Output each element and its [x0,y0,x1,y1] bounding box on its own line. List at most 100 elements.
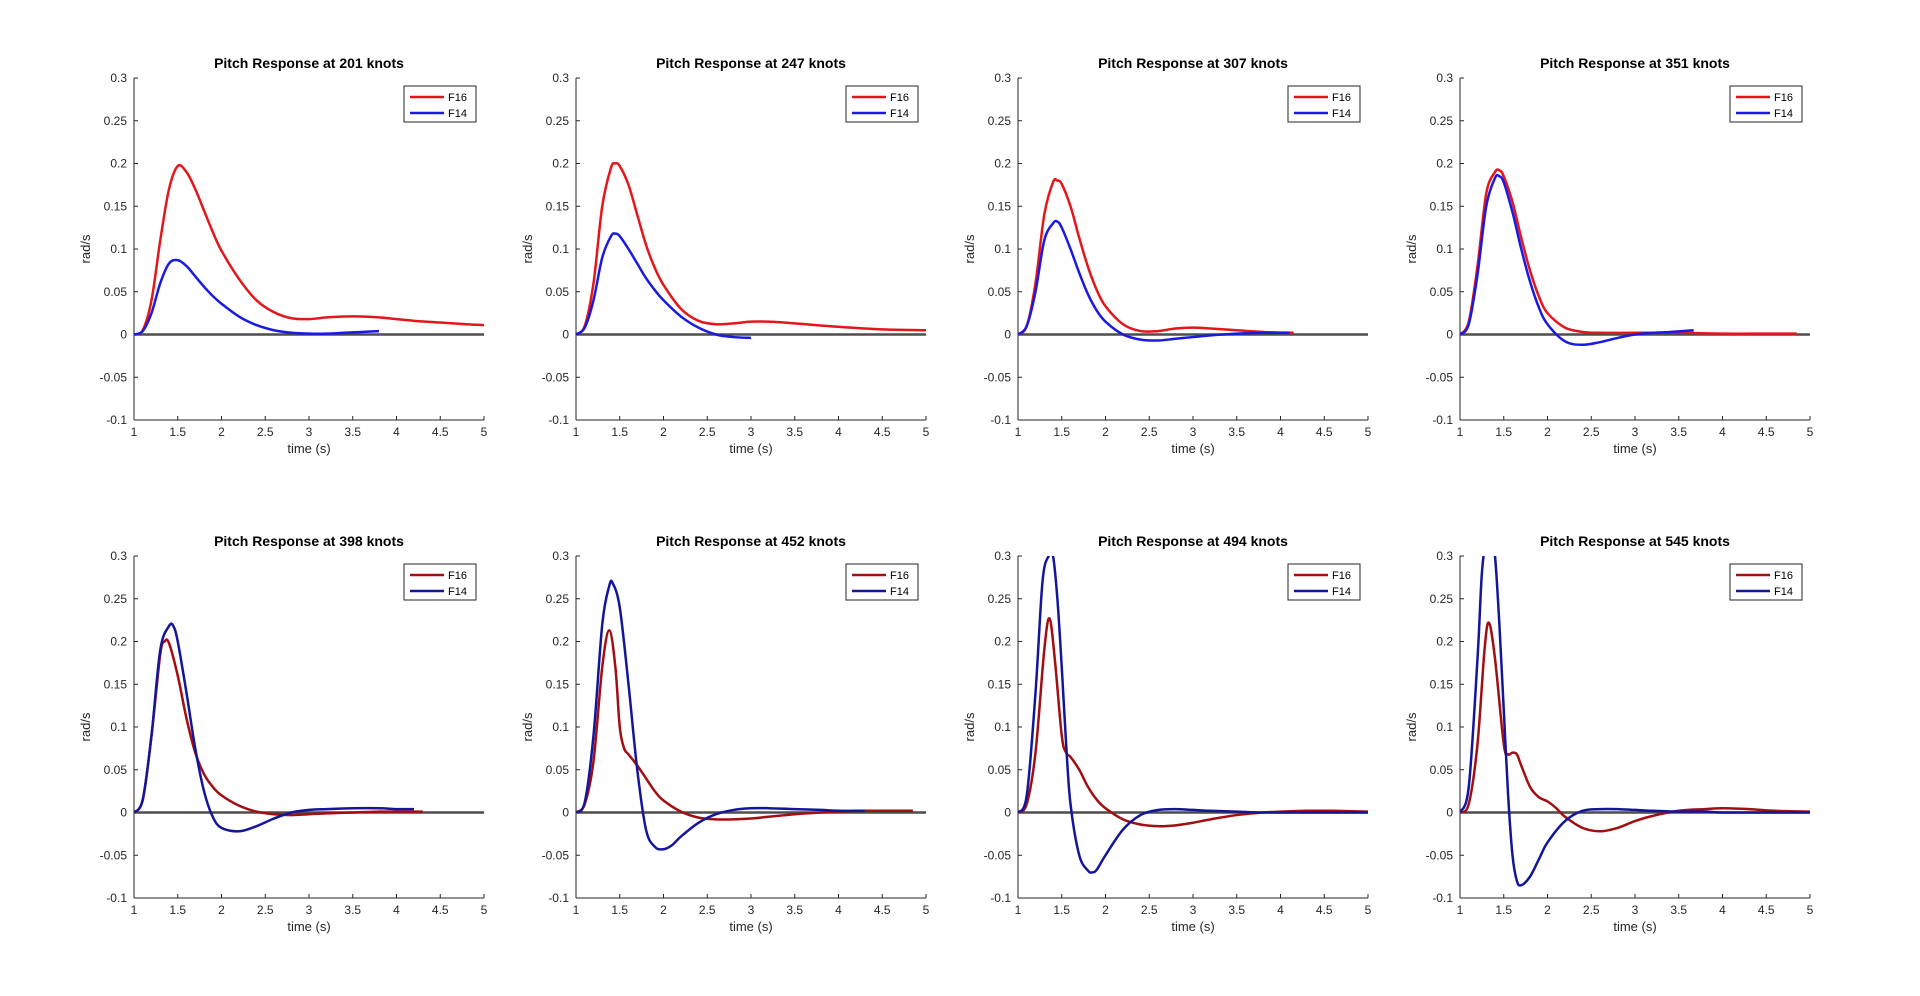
x-tick-label: 3 [1190,425,1197,439]
x-tick-label: 4.5 [432,425,449,439]
x-tick-label: 1 [573,425,580,439]
subplot-2: Pitch Response at 247 knots 1 1.5 2 2.5 3 3.5 4… [520,55,930,456]
legend-box [1287,563,1361,601]
series-line-f14 [134,622,415,833]
y-tick-label: 0.1 [110,720,127,734]
x-tick-label: 1.5 [1495,903,1512,917]
y-tick-label: 0.15 [1430,199,1454,213]
x-tick-label: 4.5 [1758,903,1775,917]
x-axis-label: time (s) [1171,919,1214,934]
legend-box [1729,563,1803,601]
legend-label: F16 [448,92,467,104]
y-tick-label: 0.25 [546,114,570,128]
legend-label: F16 [1332,570,1351,582]
legend-label: F14 [1332,108,1351,120]
x-tick-label: 3.5 [1228,903,1245,917]
y-tick-label: 0 [562,328,569,342]
y-tick-label: 0.3 [110,71,127,85]
x-tick-label: 3 [306,903,313,917]
x-tick-label: 4.5 [1316,425,1333,439]
x-tick-label: 5 [1365,425,1372,439]
legend-label: F14 [1774,108,1793,120]
x-axis-label: time (s) [729,441,772,456]
legend-box [845,85,919,123]
legend-label: F16 [890,92,909,104]
x-tick-label: 4 [393,425,400,439]
x-tick-label: 2 [1102,903,1109,917]
y-tick-label: -0.05 [100,370,128,384]
x-tick-label: 4.5 [432,903,449,917]
y-axis-label: rad/s [520,234,535,263]
x-tick-label: 3 [306,425,313,439]
x-tick-label: 2.5 [1141,903,1158,917]
y-tick-label: 0.2 [994,157,1011,171]
x-axis-label: time (s) [1171,441,1214,456]
y-tick-label: 0.1 [1436,242,1453,256]
x-tick-label: 4.5 [1316,903,1333,917]
y-tick-label: -0.1 [106,891,127,905]
legend-box [403,85,477,123]
y-tick-label: -0.05 [984,370,1012,384]
legend-box [845,563,919,601]
x-tick-label: 1.5 [611,425,628,439]
x-tick-label: 5 [481,903,488,917]
y-tick-label: -0.05 [542,848,570,862]
legend-box [1729,85,1803,123]
y-tick-label: 0.1 [1436,720,1453,734]
series-line-f14 [576,232,752,340]
legend-label: F16 [448,570,467,582]
y-tick-label: 0.3 [552,71,569,85]
x-axis-label: time (s) [287,919,330,934]
x-tick-label: 1.5 [1053,903,1070,917]
y-tick-label: -0.1 [1432,413,1453,427]
y-tick-label: 0.2 [994,635,1011,649]
y-tick-label: 0 [120,328,127,342]
x-tick-label: 1 [131,425,138,439]
x-tick-label: 4 [835,425,842,439]
x-tick-label: 1.5 [169,903,186,917]
y-tick-label: -0.05 [542,370,570,384]
y-tick-label: 0 [120,806,127,820]
x-tick-label: 2.5 [1583,903,1600,917]
x-tick-label: 4 [1277,903,1284,917]
y-tick-label: -0.05 [1426,370,1454,384]
chart-title: Pitch Response at 398 knots [214,533,404,549]
subplot-4: Pitch Response at 351 knots 1 1.5 2 2.5 3 3.5 4… [1404,55,1814,456]
y-tick-label: 0.05 [988,763,1012,777]
x-tick-label: 2.5 [257,425,274,439]
x-tick-label: 2 [1544,425,1551,439]
legend-label: F14 [1332,586,1351,598]
legend-label: F16 [1774,92,1793,104]
y-axis-label: rad/s [1404,234,1419,263]
x-tick-label: 3.5 [786,425,803,439]
subplot-5: Pitch Response at 398 knots 1 1.5 2 2.5 3 3.5 4… [78,533,488,934]
y-tick-label: 0.15 [988,199,1012,213]
x-tick-label: 3 [1632,425,1639,439]
y-tick-label: -0.05 [100,848,128,862]
y-axis-label: rad/s [520,712,535,741]
y-tick-label: 0.1 [552,242,569,256]
x-tick-label: 3 [748,425,755,439]
x-tick-label: 4 [1719,903,1726,917]
x-tick-label: 2.5 [699,903,716,917]
y-tick-label: 0.2 [110,157,127,171]
y-axis-label: rad/s [962,234,977,263]
x-axis-label: time (s) [287,441,330,456]
y-tick-label: -0.1 [548,413,569,427]
x-tick-label: 5 [1365,903,1372,917]
x-tick-label: 2 [660,425,667,439]
y-tick-label: -0.1 [548,891,569,905]
series-line-f14 [1018,556,1368,874]
x-tick-label: 5 [923,903,930,917]
y-tick-label: 0 [562,806,569,820]
y-tick-label: 0.25 [1430,592,1454,606]
legend-label: F14 [1774,586,1793,598]
y-axis-label: rad/s [962,712,977,741]
subplot-1: Pitch Response at 201 knots 1 1.5 2 2.5 3 3.5 4… [78,55,488,456]
y-tick-label: 0.15 [1430,677,1454,691]
x-tick-label: 2 [218,425,225,439]
y-tick-label: 0.25 [988,114,1012,128]
series-line-f14 [576,579,865,851]
series-line-f16 [576,161,926,336]
